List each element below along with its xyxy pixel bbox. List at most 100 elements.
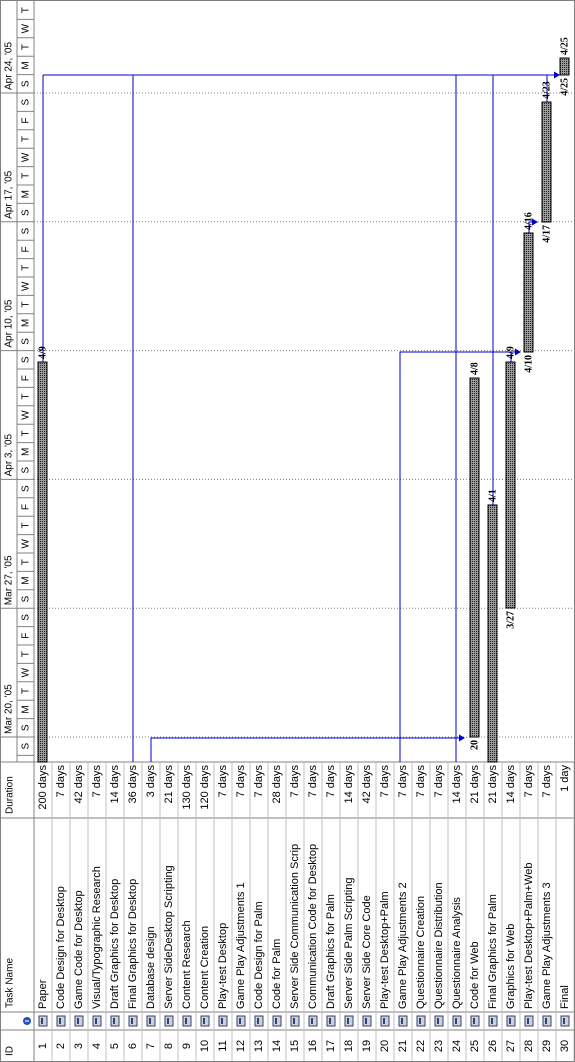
day-letter: S [21, 614, 32, 621]
task-bar [541, 101, 552, 223]
bar-start-label: 4/10 [523, 355, 534, 373]
task-icon-mark [419, 1018, 421, 1024]
task-name: Server Side Core Code [361, 895, 373, 1009]
bar-start-label: 4/17 [541, 225, 552, 243]
task-name: Server Side Palm Scripting [343, 878, 355, 1009]
day-letter: M [21, 705, 32, 713]
task-name: Code Design for Desktop [55, 886, 67, 1009]
task-icon-mark [311, 1018, 313, 1024]
task-duration: 7 days [307, 765, 319, 798]
task-duration: 7 days [523, 765, 535, 798]
dependency-link [399, 351, 516, 762]
day-letter: S [21, 338, 32, 345]
task-icon-mark [329, 1018, 331, 1024]
day-letter: T [21, 7, 32, 13]
day-letter: M [21, 448, 32, 456]
task-id: 21 [397, 1040, 409, 1052]
task-duration: 21 days [163, 765, 175, 804]
dependency-link [528, 221, 533, 233]
task-icon-mark [275, 1018, 277, 1024]
task-icon-mark [203, 1018, 205, 1024]
week-label: Mar 27, '05 [4, 555, 15, 605]
task-icon-mark [473, 1018, 475, 1024]
day-letter: M [21, 190, 32, 198]
day-letter: F [21, 375, 32, 381]
task-id: 1 [37, 1043, 49, 1049]
task-icon-mark [563, 1018, 565, 1024]
bar-end-label: 4/25 [559, 37, 570, 55]
task-id: 12 [235, 1040, 247, 1052]
day-letter: T [21, 522, 32, 528]
task-name: Game Code for Desktop [73, 890, 85, 1009]
bar-start-label: 4/25 [559, 78, 570, 96]
task-duration: 7 days [289, 765, 301, 798]
task-id: 11 [217, 1040, 229, 1051]
task-id: 16 [307, 1040, 319, 1052]
task-icon-mark [95, 1018, 97, 1024]
task-duration: 7 days [55, 765, 67, 798]
task-name: Content Creation [199, 926, 211, 1009]
task-icon-mark [527, 1018, 529, 1024]
task-id: 24 [451, 1040, 463, 1052]
task-id: 26 [487, 1040, 499, 1052]
task-bar [37, 361, 48, 763]
task-name: Final [559, 985, 571, 1009]
day-letter: W [21, 281, 32, 291]
task-icon-mark [347, 1018, 349, 1024]
task-icon-mark [383, 1018, 385, 1024]
task-bar [505, 361, 516, 609]
task-icon-mark [77, 1018, 79, 1024]
task-name: Game Play Adjustments 2 [397, 882, 409, 1009]
task-name: Draft Graphics for Palm [325, 894, 337, 1009]
task-icon-mark [131, 1018, 133, 1024]
week-label: Mar 20, '05 [4, 684, 15, 734]
task-duration: 7 days [235, 765, 247, 798]
header-task-name: Task Name [5, 958, 16, 1008]
task-name: Game Play Adjustments 3 [541, 882, 553, 1009]
task-name: Questionnaire Analysis [451, 897, 463, 1009]
task-duration: 200 days [37, 765, 49, 810]
day-letter: F [21, 633, 32, 639]
task-duration: 7 days [217, 765, 229, 798]
task-id: 22 [415, 1040, 427, 1052]
task-duration: 28 days [271, 765, 283, 804]
task-id: 20 [379, 1040, 391, 1052]
day-letter: T [21, 44, 32, 50]
task-duration: 7 days [325, 765, 337, 798]
task-duration: 14 days [505, 765, 517, 804]
bar-end-label: 4/16 [523, 212, 534, 230]
bar-end-label: 4/8 [469, 362, 480, 375]
task-duration: 42 days [361, 765, 373, 804]
task-name: Final Graphics for Desktop [127, 879, 139, 1009]
task-name: Questionnaire Creation [415, 896, 427, 1009]
day-letter: S [21, 467, 32, 474]
day-letter: T [21, 302, 32, 308]
link-arrow [515, 348, 521, 356]
day-letter: W [21, 152, 32, 162]
task-name: Play-test Desktop+Palm [379, 891, 391, 1009]
task-icon-mark [293, 1018, 295, 1024]
task-duration: 21 days [469, 765, 481, 804]
task-id: 25 [469, 1040, 481, 1052]
task-name: Database design [145, 926, 157, 1009]
day-letter: T [21, 136, 32, 142]
task-name: Server Side Communication Scrip [289, 844, 301, 1009]
task-id: 27 [505, 1040, 517, 1052]
day-letter: F [21, 118, 32, 124]
day-letter: T [21, 265, 32, 271]
task-duration: 42 days [73, 765, 85, 804]
bar-end-label: 4/23 [541, 81, 552, 99]
task-duration: 1 day [559, 765, 571, 792]
day-letter: W [21, 410, 32, 420]
bar-start-label: 20 [469, 740, 480, 750]
task-id: 19 [361, 1040, 373, 1052]
day-letter: S [21, 227, 32, 234]
day-letter: W [21, 539, 32, 549]
task-duration: 14 days [109, 765, 121, 804]
task-icon-mark [437, 1018, 439, 1024]
task-id: 13 [253, 1040, 265, 1052]
